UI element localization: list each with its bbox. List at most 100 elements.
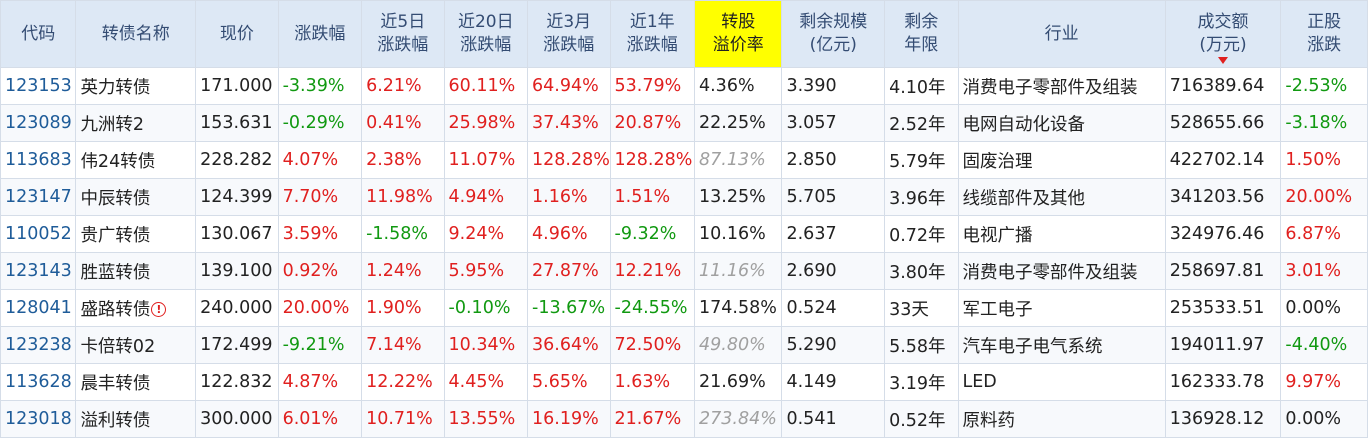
cell-premium-text: 11.16% [698, 261, 766, 281]
table-row[interactable]: 123143 胜蓝转债 139.100 0.92% 1.24% 5.95% 27.87% 12… [0, 252, 1368, 290]
cell-d20: 60.11% [443, 67, 529, 105]
cell-code[interactable]: 123089 [0, 104, 77, 142]
cell-years: 3.80年 [884, 252, 959, 290]
cell-y1-text: 72.50% [614, 335, 682, 355]
col-header-stock-change[interactable]: 正股 涨跌 [1280, 0, 1368, 68]
cell-m3-text: 64.94% [532, 76, 599, 96]
col-header-industry[interactable]: 行业 [957, 0, 1166, 68]
cell-stock: -4.40% [1280, 326, 1368, 364]
col-header-20d-change[interactable]: 近20日 涨跌幅 [443, 0, 529, 68]
cell-change: 0.92% [277, 252, 363, 290]
cell-d20-text: 10.34% [448, 335, 516, 355]
col-header-conversion-premium[interactable]: 转股 溢价率 [693, 0, 783, 68]
cell-name[interactable]: 盛路转债! [75, 289, 197, 327]
cell-y1-text: -24.55% [614, 298, 688, 318]
cell-code[interactable]: 123143 [0, 252, 77, 290]
cell-name[interactable]: 溢利转债 [75, 400, 197, 438]
cell-years: 4.10年 [884, 67, 959, 105]
cell-code-text: 123147 [5, 187, 72, 207]
cell-name[interactable]: 贵广转债 [75, 215, 197, 253]
col-header-price[interactable]: 现价 [195, 0, 279, 68]
col-header-3m-line2: 涨跌幅 [543, 35, 595, 55]
table-row[interactable]: 128041 盛路转债! 240.000 20.00% 1.90% -0.10% -13.6… [0, 289, 1368, 327]
cell-code[interactable]: 123018 [0, 400, 77, 438]
col-header-volume[interactable]: 成交额 (万元) [1164, 0, 1282, 68]
cell-stock-text: 3.01% [1285, 261, 1341, 281]
table-row[interactable]: 123018 溢利转债 300.000 6.01% 10.71% 13.55% 16.19%… [0, 400, 1368, 438]
cell-code-text: 128041 [5, 298, 72, 318]
col-header-name[interactable]: 转债名称 [75, 0, 197, 68]
cell-years-text: 2.52年 [889, 114, 946, 135]
cell-stock-text: 0.00% [1285, 409, 1341, 429]
sort-desc-arrow-icon[interactable] [1218, 57, 1229, 64]
cell-name[interactable]: 卡倍转02 [75, 326, 197, 364]
cell-years: 3.19年 [884, 363, 959, 401]
cell-name-text: 盛路转债 [80, 299, 151, 320]
cell-volume: 253533.51 [1164, 289, 1282, 327]
cell-industry: 消费电子零部件及组装 [957, 67, 1166, 105]
table-row[interactable]: 113628 晨丰转债 122.832 4.87% 12.22% 4.45% 5.65% 1.… [0, 363, 1368, 401]
cell-d20: 4.94% [443, 178, 529, 216]
cell-code-text: 123153 [5, 76, 72, 96]
cell-d5-text: 1.90% [366, 298, 422, 318]
cell-d5: 6.21% [361, 67, 445, 105]
col-header-premium-line1: 转股 [721, 12, 756, 32]
cell-price-text: 130.067 [200, 224, 273, 244]
cell-industry-text: 线缆部件及其他 [962, 188, 1086, 209]
col-header-remaining-years[interactable]: 剩余 年限 [884, 0, 959, 68]
cell-m3: 1.16% [527, 178, 611, 216]
col-header-code[interactable]: 代码 [0, 0, 77, 68]
cell-code[interactable]: 113628 [0, 363, 77, 401]
cell-price-text: 122.832 [200, 372, 273, 392]
table-row[interactable]: 110052 贵广转债 130.067 3.59% -1.58% 9.24% 4.96% -9… [0, 215, 1368, 253]
cell-d20-text: 5.95% [448, 261, 505, 281]
cell-premium: 174.58% [693, 289, 783, 327]
cell-price-text: 139.100 [200, 261, 273, 281]
cell-code[interactable]: 123153 [0, 67, 77, 105]
cell-code-text: 123143 [5, 261, 72, 281]
cell-industry: 固废治理 [957, 141, 1166, 179]
cell-stock: -3.18% [1280, 104, 1368, 142]
cell-code[interactable]: 123147 [0, 178, 77, 216]
cell-volume-text: 258697.81 [1169, 261, 1265, 281]
cell-name[interactable]: 英力转债 [75, 67, 197, 105]
header-row: 代码 转债名称 现价 涨跌幅 近5日 涨跌幅 近20日 涨跌幅 近3月 涨跌幅 近1年… [0, 0, 1368, 68]
cell-stock-text: 20.00% [1285, 187, 1353, 207]
col-header-change-label: 涨跌幅 [294, 23, 346, 44]
cell-industry: 线缆部件及其他 [957, 178, 1166, 216]
table-row[interactable]: 123238 卡倍转02 172.499 -9.21% 7.14% 10.34% 36.64… [0, 326, 1368, 364]
table-row[interactable]: 123147 中辰转债 124.399 7.70% 11.98% 4.94% 1.16% 1.… [0, 178, 1368, 216]
cell-scale: 3.057 [781, 104, 886, 142]
table-row[interactable]: 123089 九洲转2 153.631 -0.29% 0.41% 25.98% 37.43%… [0, 104, 1368, 142]
exclamation-circle-icon[interactable]: ! [151, 301, 167, 317]
cell-code[interactable]: 113683 [0, 141, 77, 179]
cell-y1-text: 1.63% [614, 372, 671, 392]
cell-premium: 10.16% [693, 215, 783, 253]
cell-volume-text: 422702.14 [1169, 150, 1265, 170]
cell-name[interactable]: 九洲转2 [75, 104, 197, 142]
cell-years-text: 4.10年 [889, 77, 946, 98]
cell-name[interactable]: 伟24转债 [75, 141, 197, 179]
cell-volume: 162333.78 [1164, 363, 1282, 401]
cell-change-text: 7.70% [282, 187, 339, 207]
col-header-5d-change[interactable]: 近5日 涨跌幅 [361, 0, 445, 68]
table-row[interactable]: 113683 伟24转债 228.282 4.07% 2.38% 11.07% 128.28… [0, 141, 1368, 179]
cell-industry-text: LED [962, 372, 997, 392]
table-row[interactable]: 123153 英力转债 171.000 -3.39% 6.21% 60.11% 64.94%… [0, 67, 1368, 105]
cell-name[interactable]: 晨丰转债 [75, 363, 197, 401]
col-header-3m-change[interactable]: 近3月 涨跌幅 [527, 0, 611, 68]
cell-name[interactable]: 胜蓝转债 [75, 252, 197, 290]
cell-code[interactable]: 123238 [0, 326, 77, 364]
cell-price-text: 300.000 [200, 409, 273, 429]
cell-price-text: 240.000 [200, 298, 273, 318]
cell-code[interactable]: 110052 [0, 215, 77, 253]
col-header-change[interactable]: 涨跌幅 [277, 0, 363, 68]
cell-premium: 21.69% [693, 363, 783, 401]
cell-code[interactable]: 128041 [0, 289, 77, 327]
col-header-remaining-scale[interactable]: 剩余规模 (亿元) [781, 0, 886, 68]
cell-d20: 13.55% [443, 400, 529, 438]
cell-name-text: 晨丰转债 [80, 373, 151, 394]
cell-volume: 136928.12 [1164, 400, 1282, 438]
col-header-1y-change[interactable]: 近1年 涨跌幅 [609, 0, 695, 68]
cell-name[interactable]: 中辰转债 [75, 178, 197, 216]
